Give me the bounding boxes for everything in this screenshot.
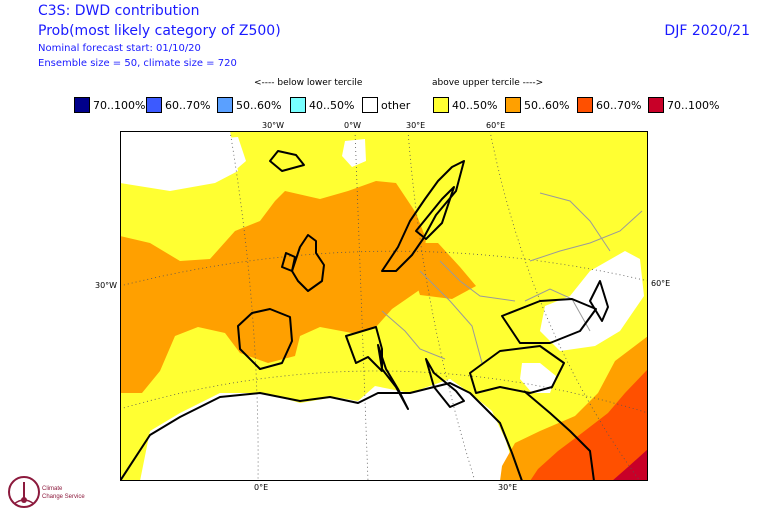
above-tercile-caption: above upper tercile ----> [432,78,544,88]
region-other-iceland [342,139,366,167]
region-other-north-africa [140,379,512,481]
legend-item-above-40-50: 40..50% [433,97,497,113]
region-above-50-60-east-europe [412,243,476,299]
ensemble-size-text: Ensemble size = 50, climate size = 720 [38,58,237,69]
lon-label-bottom-0e: 0°E [254,483,269,492]
graticule-lines [120,131,648,481]
lon-label-right-60e: 60°E [651,279,671,288]
region-other-turkey [520,363,556,393]
legend-label: 70..100% [667,98,720,112]
legend-swatch [433,97,449,113]
lon-label-top-0w: 0°W [344,121,361,130]
forecast-start-text: Nominal forecast start: 01/10/20 [38,43,201,54]
below-tercile-caption: <---- below lower tercile [254,78,363,88]
lon-label-bottom-30e: 30°E [498,483,518,492]
lon-label-top-60e: 60°E [486,121,506,130]
legend-item-above-60-70: 60..70% [577,97,641,113]
legend-item-below-50-60: 50..60% [217,97,281,113]
legend-swatch [362,97,378,113]
legend-label: 60..70% [165,98,211,112]
legend-swatch [505,97,521,113]
legend-item-other: other [362,97,410,113]
region-above-70-100-southeast [612,449,648,481]
season-label: DJF 2020/21 [664,23,750,39]
legend-label: 70..100% [93,98,146,112]
legend-item-above-70-100: 70..100% [648,97,719,113]
svg-text:Change Service: Change Service [42,494,85,500]
legend-label: other [381,98,411,112]
legend-item-below-70-100: 70..100% [74,97,145,113]
legend-swatch [146,97,162,113]
lon-label-left-30w: 30°W [95,281,118,290]
climate-change-service-logo: Climate Change Service [8,476,85,508]
region-other-northwest [120,131,238,191]
legend-label: 40..50% [452,98,498,112]
region-other-east [540,251,644,351]
country-borders [381,192,643,364]
lon-label-top-30e: 30°E [406,121,426,130]
legend-swatch [290,97,306,113]
legend-item-above-50-60: 50..60% [505,97,569,113]
coastlines [120,150,609,481]
region-other-north-atlantic [212,137,246,173]
climate-change-service-logo-icon [8,476,40,508]
legend-item-below-40-50: 40..50% [290,97,354,113]
legend-label: 50..60% [524,98,570,112]
legend-label: 50..60% [236,98,282,112]
probability-map [120,131,648,481]
legend-label: 40..50% [309,98,355,112]
svg-text:Climate: Climate [42,486,63,492]
legend-swatch [648,97,664,113]
map-subtitle: Prob(most likely category of Z500) [38,23,281,39]
legend-item-below-60-70: 60..70% [146,97,210,113]
legend-label: 60..70% [596,98,642,112]
lon-label-top-30w: 30°W [262,121,285,130]
legend-swatch [577,97,593,113]
map-frame [120,131,648,481]
region-above-50-60-atlantic [120,181,442,393]
legend-swatch [217,97,233,113]
legend-swatch [74,97,90,113]
map-title: C3S: DWD contribution [38,3,200,19]
region-above-60-70-southeast [530,369,648,481]
